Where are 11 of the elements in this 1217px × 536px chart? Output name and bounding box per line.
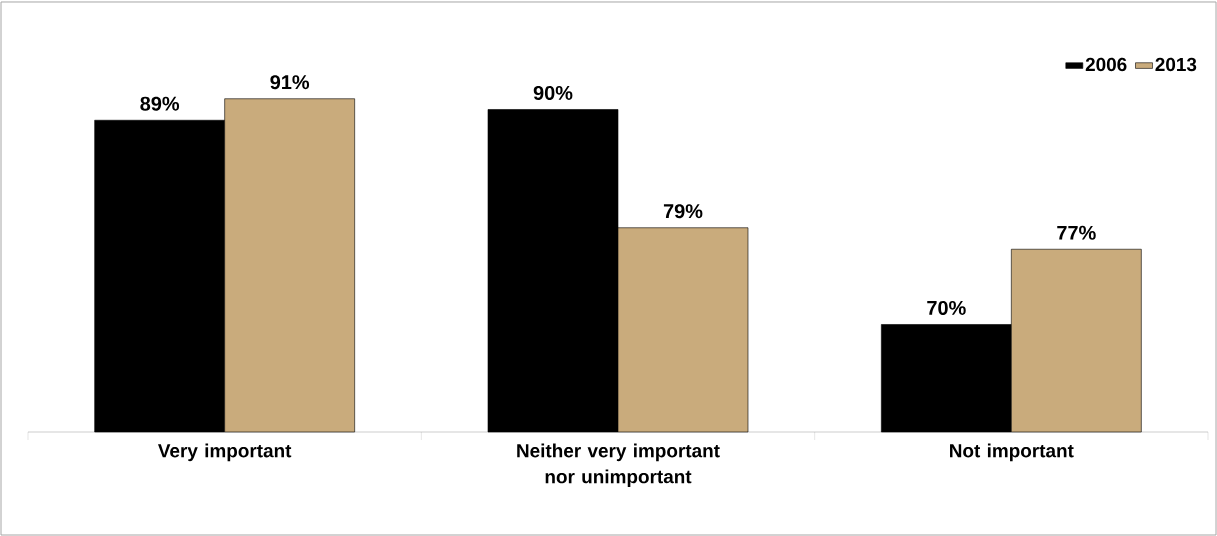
legend-label: 2006 [1085,57,1127,72]
x-tick-label: Not important [950,443,1074,462]
data-label: 91% [270,75,310,90]
x-tick-label: Neither very important nor unimportant [517,443,720,488]
data-label: 79% [663,204,703,219]
data-label: 70% [927,300,966,315]
data-label: 89% [140,96,180,111]
legend-label: 2013 [1155,57,1197,72]
data-label: 77% [1057,225,1096,240]
data-label: 90% [533,85,573,100]
x-tick-label: Very important [158,443,292,462]
